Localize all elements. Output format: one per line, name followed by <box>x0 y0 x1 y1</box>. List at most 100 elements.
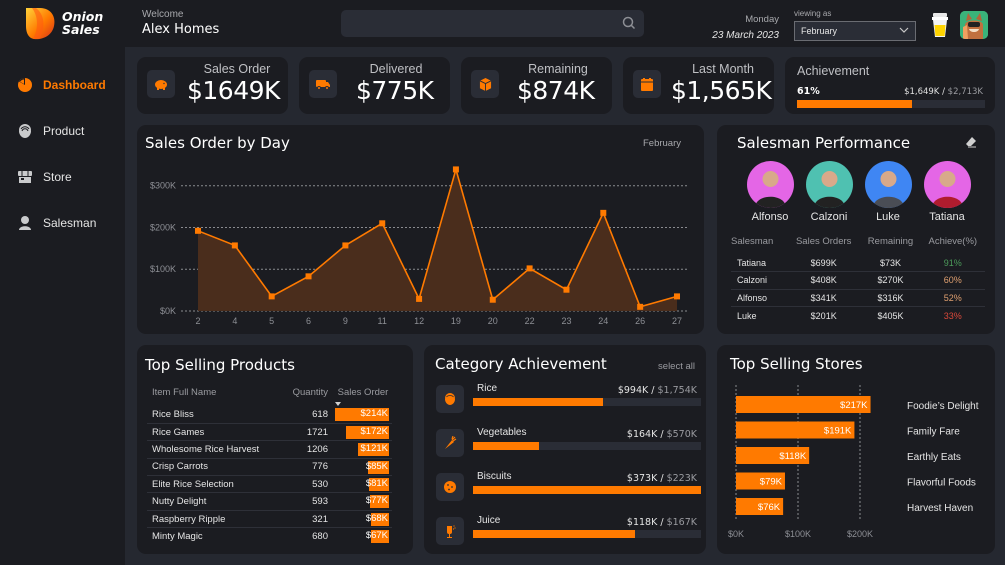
category-row-vegetables[interactable]: Vegetables $164K / $570K <box>436 427 701 459</box>
coffee-cup-icon[interactable] <box>931 12 949 38</box>
cookie-icon <box>444 481 456 493</box>
achievement-amounts: $1,649K / $2,713K <box>904 87 983 97</box>
category-amounts: $994K / $1,754K <box>617 385 697 396</box>
x-tick-label: 20 <box>488 316 498 326</box>
card-title: Top Selling Products <box>145 356 295 374</box>
chevron-down-icon <box>899 27 909 33</box>
sales-bar <box>371 530 389 544</box>
sidebar-item-label: Dashboard <box>43 78 106 92</box>
sales-order-cell: $214K <box>334 406 392 424</box>
data-point <box>268 293 275 300</box>
sidebar-item-dashboard[interactable]: Dashboard <box>17 77 106 93</box>
store-bar-label: $118K <box>779 451 806 462</box>
x-tick-label: 22 <box>525 316 535 326</box>
table-row[interactable]: Rice Games 1721 $172K <box>147 423 392 442</box>
x-tick-label: 24 <box>598 316 608 326</box>
sales-bar <box>345 425 389 439</box>
quantity: 1721 <box>283 423 334 442</box>
quantity: 321 <box>283 510 334 529</box>
eraser-icon[interactable] <box>965 136 977 148</box>
column-header[interactable]: Quantity <box>292 387 328 398</box>
table-row[interactable]: Minty Magic 680 $67K <box>147 528 392 545</box>
column-header[interactable]: Remaining <box>867 236 914 247</box>
table-row[interactable]: Luke $201K $405K 33% <box>731 307 985 325</box>
item-name: Rice Bliss <box>147 406 284 424</box>
select-all-link[interactable]: select all <box>658 361 695 372</box>
app-name-line2: Sales <box>62 22 100 37</box>
quantity: 530 <box>283 475 334 494</box>
column-header[interactable]: Item Full Name <box>152 387 217 398</box>
sidebar-item-salesman[interactable]: Salesman <box>17 215 96 231</box>
column-header[interactable]: Salesman <box>731 236 774 247</box>
sales-order-cell: $85K <box>334 458 392 477</box>
card-title: Category Achievement <box>435 355 607 373</box>
sales-value: $67K <box>365 530 388 542</box>
data-point <box>600 209 607 216</box>
box-icon <box>479 77 491 91</box>
kpi-card-remaining: Remaining $874K <box>461 57 612 114</box>
table-row[interactable]: Tatiana $699K $73K 91% <box>731 254 985 272</box>
salesman-avatar-luke[interactable]: Luke <box>863 161 913 223</box>
onion-logo-icon <box>26 8 55 40</box>
table-row[interactable]: Elite Rice Selection 530 $81K <box>147 475 392 494</box>
app-logo[interactable]: Onion Sales <box>24 6 103 40</box>
achievement-actual: $1,649K <box>904 87 940 97</box>
table-row[interactable]: Raspberry Ripple 321 $68K <box>147 510 392 529</box>
search-icon[interactable] <box>622 16 636 30</box>
salesman-name: Luke <box>876 211 900 223</box>
data-point <box>231 242 238 249</box>
rice-bowl-icon <box>445 393 455 405</box>
sidebar-item-product[interactable]: Product <box>17 123 84 139</box>
category-row-rice[interactable]: Rice $994K / $1,754K <box>436 383 701 415</box>
kpi-label: Sales Order <box>203 62 271 76</box>
y-tick-label: $100K <box>150 264 176 274</box>
column-header-sorted[interactable]: Sales Order <box>334 387 392 406</box>
achieve-percent: 33% <box>943 310 962 321</box>
search-input[interactable] <box>341 10 644 37</box>
table-row[interactable]: Alfonso $341K $316K 52% <box>731 289 985 307</box>
table-row[interactable]: Crisp Carrots 776 $85K <box>147 458 392 477</box>
sales-orders: $699K <box>786 254 861 272</box>
achievement-label: Achievement <box>797 64 870 78</box>
salesman-avatar-tatiana[interactable]: Tatiana <box>922 161 972 223</box>
salesman-avatar-alfonso[interactable]: Alfonso <box>745 161 795 223</box>
table-row[interactable]: Calzoni $408K $270K 60% <box>731 271 985 290</box>
table-row[interactable]: Nutty Delight 593 $77K <box>147 492 392 511</box>
data-point <box>637 303 644 310</box>
data-point <box>416 295 423 302</box>
viewing-as: viewing as February <box>794 9 916 41</box>
category-actual: $994K <box>617 385 649 396</box>
column-header[interactable]: Achieve(%) <box>928 236 978 247</box>
category-actual: $118K <box>626 517 658 528</box>
category-progress-fill <box>473 486 701 494</box>
category-name: Biscuits <box>477 471 512 482</box>
sales-bar <box>358 443 389 457</box>
store-bar-label: $76K <box>758 502 781 513</box>
quantity: 776 <box>283 458 334 477</box>
table-row[interactable]: Rice Bliss 618 $214K <box>147 406 392 424</box>
category-amounts: $373K / $223K <box>626 473 697 484</box>
salesman-avatar-calzoni[interactable]: Calzoni <box>804 161 854 223</box>
store-bar-label: $217K <box>840 400 868 411</box>
x-tick-label: 19 <box>451 316 461 326</box>
achievement-target: $2,713K <box>947 87 983 97</box>
x-tick-label: 26 <box>635 316 645 326</box>
sidebar-item-label: Store <box>43 170 72 184</box>
sales-value: $68K <box>365 512 388 524</box>
category-row-biscuits[interactable]: Biscuits $373K / $223K <box>436 471 701 503</box>
user-avatar[interactable] <box>960 11 988 39</box>
store-bar <box>736 396 871 413</box>
sales-bar <box>367 460 389 474</box>
item-name: Crisp Carrots <box>147 458 284 477</box>
sidebar-item-store[interactable]: Store <box>17 169 72 185</box>
category-row-juice[interactable]: Juice $118K / $167K <box>436 515 701 547</box>
sales-order-cell: $67K <box>334 528 392 545</box>
column-header[interactable]: Sales Orders <box>795 236 852 247</box>
month-select[interactable]: February <box>794 21 916 41</box>
category-progress-fill <box>473 398 603 406</box>
store-name: Earthly Eats <box>907 452 961 463</box>
bowl-icon <box>19 124 31 138</box>
remaining: $270K <box>860 271 921 290</box>
chart-period[interactable]: February <box>642 138 681 149</box>
table-row[interactable]: Wholesome Rice Harvest 1206 $121K <box>147 440 392 459</box>
